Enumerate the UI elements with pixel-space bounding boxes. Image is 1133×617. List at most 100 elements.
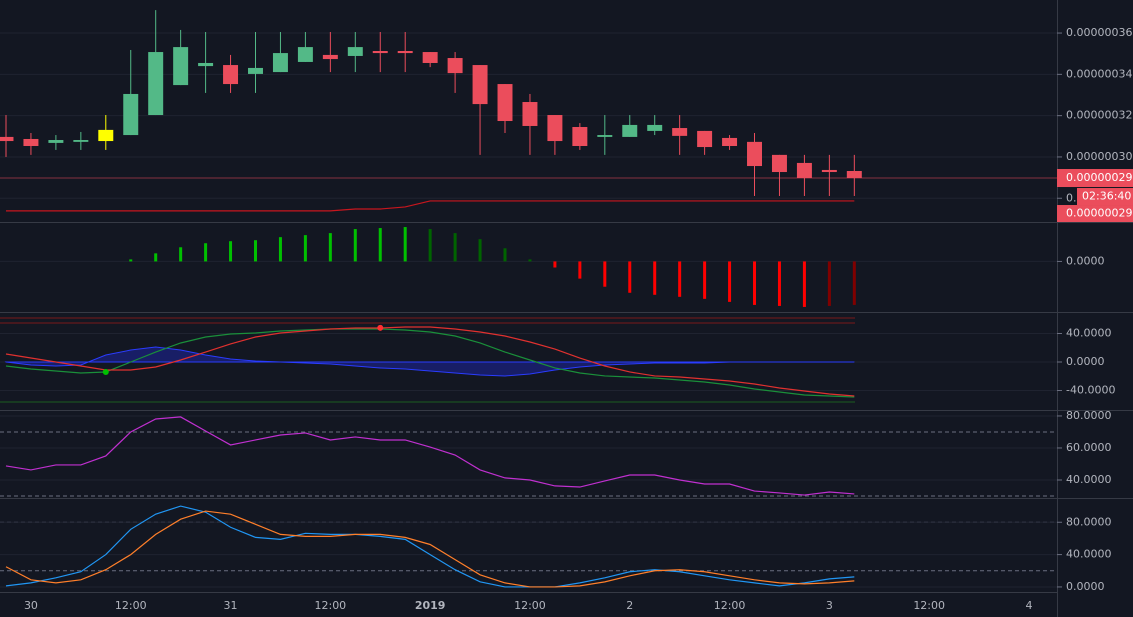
candle-body [747,141,762,167]
line [5,326,855,397]
histogram-bar [253,240,257,262]
histogram-bar [229,241,233,262]
candle-body [422,52,438,63]
y-tick-label: 0.00000032 [1066,109,1132,122]
histogram-bar [528,259,532,262]
line [5,510,855,588]
y-tick-label: 80.0000 [1066,409,1112,422]
x-tick-label: 12:00 [714,599,746,612]
line [5,416,855,496]
x-tick-label: 12:00 [514,599,546,612]
candle-body [722,137,738,147]
candle-body [497,84,513,122]
candle-body [347,47,363,56]
histogram-bar [478,239,482,262]
data-layer [0,10,1057,588]
marker [102,368,109,375]
candle-body [846,170,862,179]
histogram-bar [703,261,707,299]
histogram-bar [503,248,507,262]
candle-body [0,136,14,142]
y-tick-label: 0.0000 [1066,254,1105,267]
candle-body [123,93,139,136]
histogram-bar [204,243,208,262]
line [5,328,855,398]
candle-body [771,154,787,173]
y-tick-label: 0.0000 [1066,580,1105,593]
histogram-bar [578,261,582,279]
candle-body [98,129,114,142]
candle-body [223,65,239,85]
candle-body [297,47,313,62]
x-tick-label: 31 [224,599,238,612]
y-tick-label: -40.0000 [1066,383,1115,396]
y-tick-label: 0.0000 [1066,355,1105,368]
histogram-bar [628,261,632,293]
candle-body [447,58,463,74]
candle-body [272,53,288,73]
candle-body [547,115,563,142]
candle-body [73,140,89,142]
histogram-bar [428,229,432,262]
x-tick-label: 30 [24,599,38,612]
candle-body [472,65,488,105]
countdown-box [1077,188,1133,206]
x-tick-label: 2019 [415,599,446,612]
countdown: 02:36:40 [1082,190,1131,203]
histogram-bar [653,261,657,295]
histogram-bar [353,229,357,262]
candle-body [622,124,638,137]
histogram-bar [278,237,282,262]
histogram-bar [728,261,732,302]
candle-body [48,140,64,143]
x-tick-label: 2 [626,599,633,612]
x-tick-label: 12:00 [115,599,147,612]
x-tick-label: 12:00 [314,599,346,612]
price-box [1057,205,1133,223]
candle-body [397,51,413,54]
candle-body [198,62,214,67]
histogram-bar [154,253,158,262]
grid-layer [0,32,1057,588]
marker [377,324,384,331]
histogram-bar [129,259,133,262]
candle-body [597,135,613,137]
histogram-bar [827,261,831,306]
candle-body [148,52,164,116]
x-tick-label: 3 [826,599,833,612]
candle-body [372,51,388,54]
y-tick-label: 0.00000034 [1066,67,1132,80]
histogram-bar [328,233,332,262]
candle-body [821,169,837,173]
histogram-bar [753,261,757,305]
histogram-bar [852,261,856,305]
histogram-bar [802,261,806,307]
histogram-bar [453,233,457,262]
x-tick-label: 12:00 [913,599,945,612]
candle-body [23,138,39,147]
histogram-bar [303,235,307,262]
candle-body [796,162,812,179]
candle-body [572,127,588,147]
y-tick-label: 40.0000 [1066,473,1112,486]
price-box [1057,169,1133,188]
line [5,505,855,588]
histogram-bar [403,227,407,262]
histogram-bar [603,261,607,287]
histogram-bar [179,247,183,262]
candle-body [173,47,189,86]
candle-body [672,128,688,136]
y-tick-label: 60.0000 [1066,441,1112,454]
line-last-label: 0.00000029 [1066,207,1132,220]
candle-body [322,54,338,60]
line [5,200,855,212]
y-tick-label: 0.00000036 [1066,26,1132,39]
y-tick-label: 0.00000030 [1066,150,1132,163]
candle-body [522,102,538,126]
y-tick-label: 80.0000 [1066,515,1112,528]
histogram-bar [777,261,781,306]
